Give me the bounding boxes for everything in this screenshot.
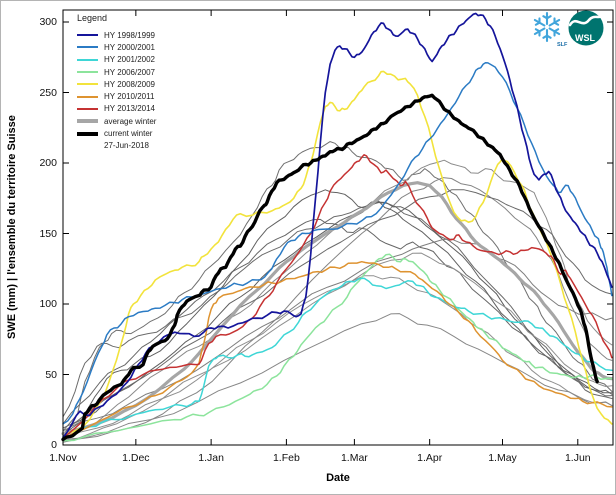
series-average-winter bbox=[61, 181, 614, 436]
y-tick-label: 100 bbox=[39, 298, 57, 310]
legend-entry-label: HY 2010/2011 bbox=[104, 92, 155, 102]
plot-border bbox=[62, 9, 614, 446]
legend-entry: HY 1998/1999 bbox=[77, 29, 156, 41]
legend-entry: average winter bbox=[77, 115, 156, 127]
chart-legend: Legend HY 1998/1999 HY 2000/2001 HY 2001/2… bbox=[77, 13, 156, 152]
series-other-year-10 bbox=[62, 313, 613, 440]
legend-swatch bbox=[77, 95, 98, 98]
y-tick-label: 300 bbox=[39, 16, 57, 28]
series-other-year-1 bbox=[62, 141, 613, 432]
x-tick-label: 1.Mar bbox=[340, 452, 368, 464]
y-tick-label: 50 bbox=[45, 368, 57, 381]
legend-swatch bbox=[77, 34, 98, 37]
legend-swatch bbox=[77, 83, 98, 86]
y-tick-label: 150 bbox=[39, 227, 57, 240]
legend-swatch bbox=[77, 46, 98, 49]
legend-swatch bbox=[77, 107, 98, 110]
legend-entry-label: HY 2001/2002 bbox=[104, 55, 156, 65]
series-hy-2013-2014 bbox=[62, 154, 613, 439]
x-tick-label: 1.Feb bbox=[272, 452, 300, 464]
x-tick-label: 1.Jun bbox=[564, 452, 591, 464]
series-other-year-6 bbox=[62, 177, 613, 443]
wsl-logo-text: WSL bbox=[575, 33, 595, 43]
legend-entry-label: average winter bbox=[104, 116, 157, 126]
series-other-year-8 bbox=[62, 252, 613, 439]
legend-title: Legend bbox=[77, 13, 108, 23]
legend-entry: 27-Jun-2018 bbox=[77, 140, 156, 152]
y-axis-label: SWE (mm) | l'ensemble du territoire Suis… bbox=[6, 115, 18, 340]
legend-swatch bbox=[77, 71, 98, 74]
legend-entry: HY 2000/2001 bbox=[77, 41, 156, 53]
legend-entry: HY 2006/2007 bbox=[77, 66, 156, 78]
series-hy-2001-2002 bbox=[62, 277, 613, 438]
legend-swatch bbox=[77, 58, 98, 61]
legend-entry-label: 27-Jun-2018 bbox=[104, 141, 149, 151]
series-other-year-5 bbox=[62, 202, 613, 418]
legend-entry-label: HY 2006/2007 bbox=[104, 67, 156, 77]
x-tick-label: 1.May bbox=[488, 452, 517, 464]
x-axis-label: Date bbox=[326, 472, 350, 484]
x-tick-label: 1.Dec bbox=[122, 452, 150, 464]
slf-snowflake-icon bbox=[533, 11, 561, 43]
series-hy-2000-2001 bbox=[62, 62, 613, 425]
wsl-wave-icon bbox=[568, 14, 604, 27]
legend-entry-label: HY 1998/1999 bbox=[104, 30, 156, 40]
legend-entry: HY 2008/2009 bbox=[77, 78, 156, 90]
slf-logo-text: SLF bbox=[557, 42, 568, 48]
legend-entry-label: current winter bbox=[104, 129, 153, 139]
y-tick-label: 250 bbox=[39, 86, 57, 99]
x-tick-label: 1.Nov bbox=[49, 452, 77, 464]
legend-swatch bbox=[77, 131, 98, 136]
legend-entry: HY 2001/2002 bbox=[77, 54, 156, 66]
legend-entry: HY 2013/2014 bbox=[77, 103, 156, 115]
series-other-year-4 bbox=[62, 275, 613, 442]
series-hy-1998-1999 bbox=[62, 12, 613, 439]
y-tick-label: 200 bbox=[39, 157, 57, 169]
y-tick-label: 0 bbox=[51, 439, 57, 451]
series-other-year-9 bbox=[62, 189, 613, 429]
series-other-year-2 bbox=[62, 159, 613, 439]
legend-entry-label: HY 2013/2014 bbox=[104, 104, 156, 114]
legend-entry: HY 2010/2011 bbox=[77, 90, 156, 102]
legend-swatch bbox=[77, 119, 98, 124]
series-current-winter-27-jun-2018 bbox=[61, 93, 599, 442]
series-hy-2006-2007 bbox=[62, 253, 613, 442]
series-hy-2008-2009 bbox=[62, 70, 613, 439]
legend-entry: current winter bbox=[77, 127, 156, 139]
x-tick-label: 1.Jan bbox=[198, 452, 224, 464]
wsl-logo: WSL bbox=[568, 10, 604, 46]
x-tick-label: 1.Apr bbox=[417, 452, 443, 464]
series-hy-2010-2011 bbox=[62, 260, 613, 441]
legend-entry-label: HY 2008/2009 bbox=[104, 79, 156, 89]
legend-entry-label: HY 2000/2001 bbox=[104, 42, 156, 52]
